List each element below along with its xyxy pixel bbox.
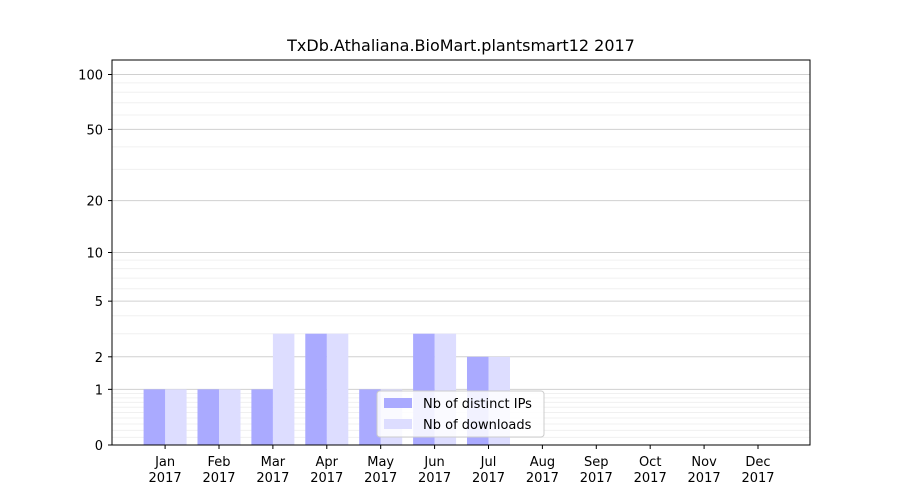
x-tick-label: Feb 2017 — [202, 455, 235, 486]
x-tick-label: Apr 2017 — [310, 455, 343, 486]
y-tick-label: 1 — [95, 383, 103, 398]
y-tick-label: 10 — [86, 247, 103, 262]
y-tick-label: 5 — [95, 295, 103, 310]
x-tick-label: Sep 2017 — [580, 455, 613, 486]
legend-swatch — [384, 398, 412, 408]
legend-label: Nb of distinct IPs — [423, 397, 532, 412]
y-tick-label: 100 — [78, 69, 103, 84]
x-tick-label: Mar 2017 — [256, 455, 289, 486]
chart-title: TxDb.Athaliana.BioMart.plantsmart12 2017 — [286, 36, 635, 55]
y-tick-label: 50 — [86, 123, 103, 138]
y-tick-label: 0 — [95, 439, 103, 454]
x-tick-label: Nov 2017 — [688, 455, 721, 486]
y-tick-label: 20 — [86, 195, 103, 210]
x-tick-label: Jul 2017 — [472, 455, 505, 486]
x-tick-label: Oct 2017 — [634, 455, 667, 486]
legend-swatch — [384, 419, 412, 429]
bar-distinct-ips — [359, 389, 381, 445]
legend-label: Nb of downloads — [423, 418, 532, 433]
bar-downloads — [326, 333, 349, 445]
legend: Nb of distinct IPs Nb of downloads — [376, 390, 545, 438]
bar-downloads — [165, 389, 187, 445]
x-tick-label: Jan 2017 — [149, 455, 182, 486]
x-tick-label: May 2017 — [364, 455, 397, 486]
legend-box — [376, 390, 545, 438]
bar-downloads — [272, 333, 295, 445]
x-tick-label: Jun 2017 — [418, 455, 451, 486]
bar-distinct-ips — [251, 389, 273, 445]
bar-downloads — [218, 389, 241, 445]
x-tick-label: Aug 2017 — [526, 455, 559, 486]
x-axis: Jan 2017 Feb 2017 Mar 2017 Apr 2017 May 2017 Jun 20… — [149, 445, 775, 486]
y-tick-label: 2 — [95, 351, 103, 366]
bar-distinct-ips — [143, 389, 166, 445]
bar-distinct-ips — [305, 333, 327, 445]
bar-distinct-ips — [197, 389, 219, 445]
y-axis: 0 1 2 5 10 20 50 100 — [78, 69, 112, 454]
x-tick-label: Dec 2017 — [741, 455, 774, 486]
